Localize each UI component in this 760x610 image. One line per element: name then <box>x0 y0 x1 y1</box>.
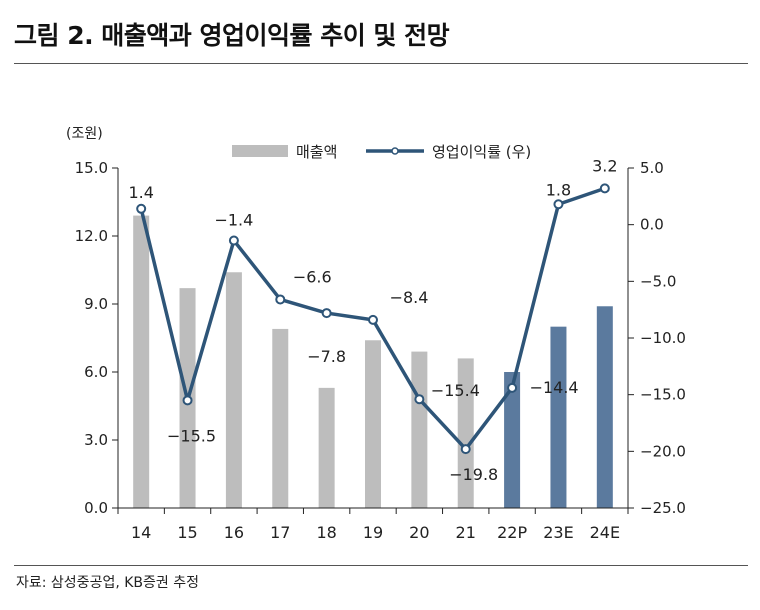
bar-revenue-19 <box>365 340 381 508</box>
legend-marker-line <box>391 147 399 155</box>
point-operating-margin-19 <box>368 314 378 325</box>
data-label-operating-margin-19: −8.4 <box>390 288 429 307</box>
point-operating-margin-20 <box>414 394 425 405</box>
point-operating-margin-23E <box>553 199 564 210</box>
point-operating-margin-24E <box>599 183 610 194</box>
point-operating-margin-21 <box>460 444 471 455</box>
data-label-operating-margin-21: −19.8 <box>449 465 498 484</box>
x-tick-label: 15 <box>177 523 197 542</box>
x-tick-label: 24E <box>590 523 620 542</box>
bar-revenue-22P <box>504 372 521 508</box>
x-tick-label: 17 <box>270 523 290 542</box>
right-tick-label: −5.0 <box>640 272 676 290</box>
left-tick-label: 0.0 <box>84 499 108 517</box>
right-tick-label: −15.0 <box>640 386 686 404</box>
right-tick-label: −20.0 <box>640 442 686 460</box>
data-label-operating-margin-18: −7.8 <box>307 347 346 366</box>
bar-revenue-16 <box>225 272 242 508</box>
left-tick-label: 6.0 <box>84 363 108 381</box>
right-tick-label: −10.0 <box>640 329 686 347</box>
x-tick-label: 20 <box>409 523 429 542</box>
bar-revenue-21 <box>457 358 474 508</box>
data-label-operating-margin-24E: 3.2 <box>592 156 617 175</box>
point-operating-margin-16 <box>228 235 239 246</box>
bar-revenue-14 <box>133 215 150 508</box>
data-label-operating-margin-23E: 1.8 <box>546 180 571 199</box>
right-tick-label: 0.0 <box>640 216 664 234</box>
data-label-operating-margin-17: −6.6 <box>293 267 332 286</box>
title-divider <box>14 63 748 64</box>
right-tick-label: −25.0 <box>640 499 686 517</box>
bar-revenue-17 <box>272 328 289 508</box>
combo-chart: 0.0 3.0 6.0 9.0 12.0 15.0 −25.0 −20.0 −15.0 −10.0… <box>75 143 686 542</box>
source-note: 자료: 삼성중공업, KB증권 추정 <box>16 575 199 591</box>
x-tick-label: 18 <box>316 523 336 542</box>
left-tick-label: 12.0 <box>75 227 108 245</box>
point-operating-margin-14 <box>136 203 147 214</box>
data-label-operating-margin-16: −1.4 <box>214 211 253 230</box>
bar-revenue-24E <box>596 306 613 508</box>
x-tick-label: 21 <box>456 523 476 542</box>
x-tick-label: 23E <box>543 523 573 542</box>
data-label-operating-margin-22P: −14.4 <box>530 378 579 397</box>
legend-label-revenue: 매출액 <box>296 143 337 161</box>
point-operating-margin-15 <box>182 395 193 406</box>
source-divider <box>14 565 748 566</box>
left-axis-unit: (조원) <box>66 126 103 142</box>
right-tick-label: 5.0 <box>640 159 664 177</box>
x-tick-label: 14 <box>131 523 151 542</box>
left-tick-label: 15.0 <box>75 159 108 177</box>
left-tick-label: 3.0 <box>84 431 108 449</box>
x-tick-label: 22P <box>497 523 527 542</box>
figure-title: 그림 2. 매출액과 영업이익률 추이 및 전망 <box>14 21 450 50</box>
legend-label-operating-margin: 영업이익률 (우) <box>432 143 531 161</box>
bar-revenue-20 <box>411 351 428 508</box>
x-tick-label: 16 <box>224 523 244 542</box>
legend-swatch-revenue <box>232 145 288 157</box>
left-tick-label: 9.0 <box>84 295 108 313</box>
bar-revenue-18 <box>318 387 335 508</box>
point-operating-margin-22P <box>507 382 518 393</box>
data-label-operating-margin-14: 1.4 <box>128 183 153 202</box>
x-tick-label: 19 <box>363 523 383 542</box>
data-label-operating-margin-20: −15.4 <box>431 381 480 400</box>
bar-revenue-23E <box>550 326 567 508</box>
data-label-operating-margin-15: −15.5 <box>167 426 216 445</box>
point-operating-margin-18 <box>321 308 332 319</box>
point-operating-margin-17 <box>275 294 286 305</box>
